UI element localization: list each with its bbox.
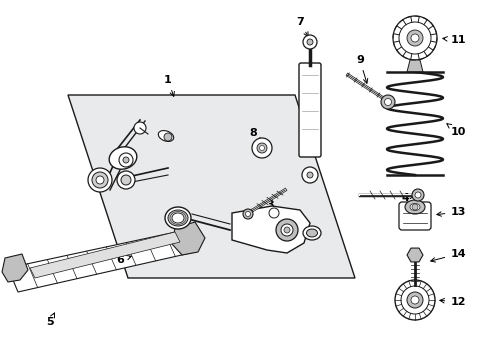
Text: 2: 2 — [181, 227, 188, 245]
Ellipse shape — [172, 213, 183, 223]
Text: 12: 12 — [439, 297, 465, 307]
Circle shape — [117, 171, 135, 189]
Circle shape — [251, 138, 271, 158]
Text: 10: 10 — [446, 123, 465, 137]
FancyBboxPatch shape — [398, 202, 430, 230]
Text: 9: 9 — [355, 55, 367, 83]
Polygon shape — [68, 95, 354, 278]
Text: 11: 11 — [442, 35, 465, 45]
Circle shape — [134, 122, 146, 134]
Circle shape — [406, 292, 422, 308]
Ellipse shape — [306, 229, 317, 237]
Circle shape — [384, 99, 391, 105]
Ellipse shape — [158, 131, 173, 141]
Polygon shape — [172, 222, 204, 255]
Circle shape — [398, 22, 430, 54]
Circle shape — [410, 296, 418, 304]
Circle shape — [303, 35, 316, 49]
Polygon shape — [231, 206, 309, 253]
Circle shape — [411, 204, 417, 210]
Polygon shape — [2, 254, 28, 282]
Ellipse shape — [303, 226, 320, 240]
Polygon shape — [8, 230, 195, 292]
Circle shape — [414, 192, 420, 198]
Circle shape — [88, 168, 112, 192]
Circle shape — [92, 172, 108, 188]
Circle shape — [96, 176, 104, 184]
Text: 13: 13 — [436, 207, 465, 217]
Text: 1: 1 — [164, 75, 174, 96]
Text: 4: 4 — [400, 193, 414, 203]
Circle shape — [245, 212, 250, 216]
Polygon shape — [30, 232, 180, 278]
Ellipse shape — [409, 203, 419, 211]
Circle shape — [406, 30, 422, 46]
Circle shape — [410, 34, 418, 42]
Text: 3: 3 — [258, 200, 273, 210]
Circle shape — [121, 175, 131, 185]
Circle shape — [257, 143, 266, 153]
Circle shape — [275, 219, 297, 241]
Text: 8: 8 — [248, 128, 261, 143]
Circle shape — [306, 172, 312, 178]
Text: 6: 6 — [116, 255, 131, 265]
Text: 5: 5 — [46, 313, 54, 327]
Ellipse shape — [404, 200, 424, 214]
Circle shape — [284, 227, 289, 233]
Circle shape — [268, 208, 279, 218]
Polygon shape — [406, 248, 422, 262]
Polygon shape — [406, 60, 422, 72]
Text: 7: 7 — [296, 17, 307, 37]
Circle shape — [380, 95, 394, 109]
Ellipse shape — [168, 210, 187, 226]
FancyBboxPatch shape — [298, 63, 320, 157]
Circle shape — [306, 39, 312, 45]
Circle shape — [281, 224, 292, 236]
Circle shape — [119, 153, 133, 167]
Ellipse shape — [164, 207, 191, 229]
Circle shape — [259, 145, 264, 150]
Circle shape — [123, 157, 129, 163]
Text: 14: 14 — [430, 249, 465, 262]
Ellipse shape — [109, 147, 137, 169]
Circle shape — [411, 189, 423, 201]
Circle shape — [394, 280, 434, 320]
Circle shape — [163, 133, 172, 141]
Circle shape — [243, 209, 252, 219]
Circle shape — [302, 167, 317, 183]
